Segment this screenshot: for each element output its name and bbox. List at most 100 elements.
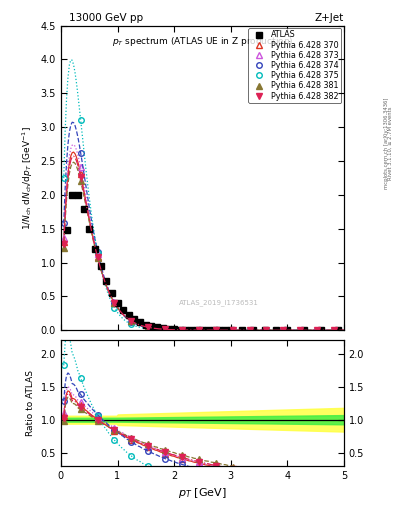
- Pythia 6.428 374: [112, 300, 117, 306]
- ATLAS: [189, 327, 193, 333]
- Pythia 6.428 374: [281, 327, 286, 333]
- Pythia 6.428 382: [61, 241, 66, 247]
- Pythia 6.428 370: [213, 327, 218, 333]
- Pythia 6.428 375: [95, 250, 100, 256]
- Pythia 6.428 381: [129, 317, 134, 324]
- ATLAS: [166, 326, 171, 332]
- X-axis label: $p_T$ [GeV]: $p_T$ [GeV]: [178, 486, 227, 500]
- Pythia 6.428 373: [281, 327, 286, 333]
- Pythia 6.428 375: [78, 117, 83, 123]
- Pythia 6.428 373: [332, 327, 336, 333]
- Pythia 6.428 373: [230, 327, 235, 333]
- ATLAS: [262, 327, 267, 333]
- Pythia 6.428 374: [230, 327, 235, 333]
- Text: mcplots.cern.ch [arXiv:1306.3436]: mcplots.cern.ch [arXiv:1306.3436]: [384, 98, 389, 189]
- Pythia 6.428 373: [315, 327, 320, 333]
- Pythia 6.428 373: [61, 235, 66, 241]
- Pythia 6.428 375: [247, 327, 252, 333]
- Pythia 6.428 373: [163, 326, 167, 332]
- Pythia 6.428 374: [78, 150, 83, 156]
- Pythia 6.428 374: [332, 327, 336, 333]
- Pythia 6.428 375: [163, 327, 167, 333]
- Pythia 6.428 370: [163, 326, 167, 332]
- Pythia 6.428 373: [247, 327, 252, 333]
- Pythia 6.428 373: [112, 299, 117, 305]
- Pythia 6.428 381: [247, 327, 252, 333]
- Pythia 6.428 375: [230, 327, 235, 333]
- Pythia 6.428 381: [298, 327, 303, 333]
- Pythia 6.428 373: [180, 327, 184, 333]
- Pythia 6.428 375: [315, 327, 320, 333]
- ATLAS: [75, 191, 80, 198]
- ATLAS: [92, 246, 97, 252]
- Pythia 6.428 374: [196, 327, 201, 333]
- Pythia 6.428 382: [332, 327, 336, 333]
- Pythia 6.428 370: [180, 327, 184, 333]
- Pythia 6.428 382: [315, 327, 320, 333]
- Line: Pythia 6.428 375: Pythia 6.428 375: [61, 117, 337, 333]
- ATLAS: [211, 327, 216, 333]
- Pythia 6.428 381: [213, 327, 218, 333]
- Pythia 6.428 382: [196, 327, 201, 333]
- Text: 13000 GeV pp: 13000 GeV pp: [69, 13, 143, 23]
- Pythia 6.428 373: [298, 327, 303, 333]
- Pythia 6.428 370: [112, 300, 117, 306]
- Pythia 6.428 382: [213, 327, 218, 333]
- ATLAS: [160, 325, 165, 331]
- Pythia 6.428 381: [332, 327, 336, 333]
- ATLAS: [302, 327, 307, 333]
- Pythia 6.428 373: [129, 318, 134, 324]
- Y-axis label: $1/N_{\rm ch}\;{\rm d}N_{\rm ch}/{\rm d}p_T$ [GeV$^{-1}$]: $1/N_{\rm ch}\;{\rm d}N_{\rm ch}/{\rm d}…: [20, 126, 35, 230]
- ATLAS: [223, 327, 228, 333]
- Pythia 6.428 370: [315, 327, 320, 333]
- Pythia 6.428 381: [180, 327, 184, 333]
- Pythia 6.428 370: [264, 327, 269, 333]
- Pythia 6.428 381: [264, 327, 269, 333]
- Pythia 6.428 370: [298, 327, 303, 333]
- ATLAS: [64, 227, 69, 233]
- Pythia 6.428 382: [247, 327, 252, 333]
- Pythia 6.428 373: [78, 164, 83, 170]
- Pythia 6.428 374: [298, 327, 303, 333]
- Pythia 6.428 381: [61, 245, 66, 251]
- Text: $p_T$ spectrum (ATLAS UE in Z production): $p_T$ spectrum (ATLAS UE in Z production…: [112, 35, 293, 48]
- Pythia 6.428 370: [230, 327, 235, 333]
- ATLAS: [127, 312, 131, 318]
- ATLAS: [138, 319, 143, 326]
- Pythia 6.428 381: [315, 327, 320, 333]
- Pythia 6.428 370: [146, 324, 151, 330]
- Line: ATLAS: ATLAS: [63, 191, 342, 333]
- Pythia 6.428 375: [332, 327, 336, 333]
- ATLAS: [115, 300, 120, 306]
- Pythia 6.428 370: [196, 327, 201, 333]
- Pythia 6.428 375: [298, 327, 303, 333]
- ATLAS: [104, 278, 108, 284]
- Pythia 6.428 381: [95, 255, 100, 261]
- Pythia 6.428 382: [129, 318, 134, 324]
- Pythia 6.428 381: [281, 327, 286, 333]
- ATLAS: [200, 327, 205, 333]
- Pythia 6.428 374: [213, 327, 218, 333]
- Pythia 6.428 381: [146, 324, 151, 330]
- ATLAS: [183, 327, 188, 333]
- Pythia 6.428 373: [146, 324, 151, 330]
- Pythia 6.428 382: [95, 254, 100, 260]
- ATLAS: [240, 327, 244, 333]
- Pythia 6.428 374: [247, 327, 252, 333]
- ATLAS: [251, 327, 256, 333]
- ATLAS: [110, 290, 114, 296]
- ATLAS: [81, 206, 86, 212]
- Pythia 6.428 370: [281, 327, 286, 333]
- Pythia 6.428 381: [112, 300, 117, 306]
- Pythia 6.428 375: [112, 305, 117, 311]
- Pythia 6.428 382: [264, 327, 269, 333]
- ATLAS: [121, 307, 125, 313]
- Pythia 6.428 381: [78, 178, 83, 184]
- Pythia 6.428 374: [129, 318, 134, 325]
- ATLAS: [195, 327, 199, 333]
- Legend: ATLAS, Pythia 6.428 370, Pythia 6.428 373, Pythia 6.428 374, Pythia 6.428 375, P: ATLAS, Pythia 6.428 370, Pythia 6.428 37…: [248, 28, 342, 103]
- Pythia 6.428 374: [163, 327, 167, 333]
- ATLAS: [177, 327, 182, 333]
- Pythia 6.428 382: [163, 326, 167, 332]
- Text: ATLAS_2019_I1736531: ATLAS_2019_I1736531: [180, 299, 259, 306]
